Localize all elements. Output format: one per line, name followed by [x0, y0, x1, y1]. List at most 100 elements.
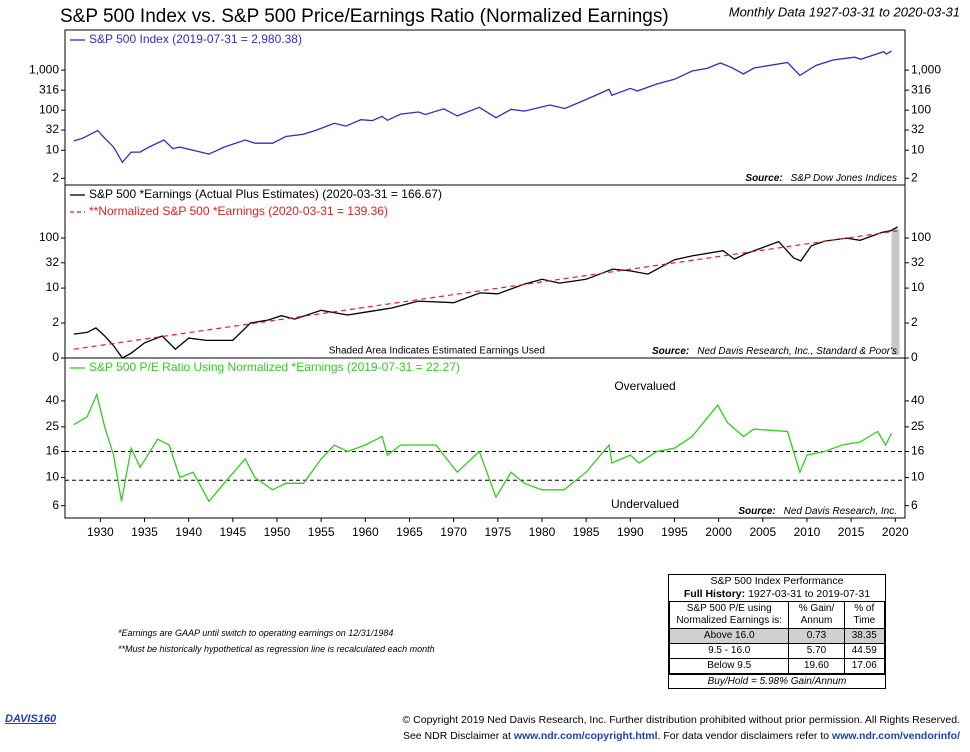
y-tick-label: 100	[911, 230, 931, 244]
y-tick-label: 1,000	[29, 62, 59, 76]
y-tick-label: 316	[911, 82, 931, 96]
annotation: Shaded Area Indicates Estimated Earnings…	[329, 346, 545, 357]
y-tick-label: 10	[911, 280, 925, 294]
annotation: Overvalued	[614, 379, 675, 393]
legend-label: S&P 500 P/E Ratio Using Normalized *Earn…	[89, 360, 460, 374]
y-tick-label: 10	[46, 280, 60, 294]
y-tick-label: 25	[911, 419, 925, 433]
table-title: S&P 500 Index Performance	[710, 575, 844, 587]
y-tick-label: 1,000	[911, 62, 941, 76]
source: Source: S&P Dow Jones Indices	[745, 173, 897, 184]
header-cell: % of Time	[843, 601, 886, 629]
cell: 5.70	[788, 643, 845, 659]
y-tick-label: 2	[911, 170, 918, 184]
x-tick-label: 2000	[705, 525, 732, 539]
panel-frame	[64, 29, 906, 186]
x-tick-label: 2015	[838, 525, 865, 539]
x-tick-label: 1995	[661, 525, 688, 539]
x-tick-label: 1965	[396, 525, 423, 539]
series-line	[73, 230, 898, 350]
source-label: Source:	[745, 173, 782, 184]
y-tick-label: 10	[46, 470, 60, 484]
cell: 0.73	[788, 628, 845, 644]
cell: 38.35	[843, 628, 886, 644]
x-tick-label: 1970	[440, 525, 467, 539]
history-label: Full History:	[683, 588, 746, 600]
y-tick-label: 40	[911, 393, 925, 407]
y-tick-label: 0	[911, 350, 918, 364]
copyright: © Copyright 2019 Ned Davis Research, Inc…	[402, 714, 961, 726]
x-tick-label: 1990	[617, 525, 644, 539]
series-line	[73, 50, 892, 164]
x-tick-label: 1960	[352, 525, 379, 539]
x-tick-label: 1955	[308, 525, 335, 539]
y-tick-label: 40	[46, 393, 60, 407]
chart-title: S&P 500 Index vs. S&P 500 Price/Earnings…	[60, 6, 669, 27]
panel-frame	[64, 357, 906, 519]
y-tick-label: 2	[52, 315, 59, 329]
row: 9.5 - 16.0 5.70 44.59	[668, 643, 886, 659]
y-tick-label: 10	[46, 142, 60, 156]
x-tick-label: 1950	[264, 525, 291, 539]
header-cell: S&P 500 P/E using Normalized Earnings is…	[668, 601, 790, 629]
y-tick-label: 16	[46, 444, 60, 458]
x-tick-label: 1945	[219, 525, 246, 539]
source-label: Source:	[652, 346, 689, 357]
x-tick-label: 1930	[87, 525, 114, 539]
cell: 19.60	[788, 658, 845, 674]
row: Below 9.5 19.60 17.06	[668, 658, 886, 674]
legend-label: **Normalized S&P 500 *Earnings (2020-03-…	[89, 204, 388, 218]
y-tick-label: 32	[911, 255, 925, 269]
y-tick-label: 32	[46, 255, 60, 269]
source: Source: Ned Davis Research, Inc.	[738, 506, 897, 517]
header-row: S&P 500 P/E using Normalized Earnings is…	[668, 601, 886, 629]
source-text: S&P Dow Jones Indices	[791, 173, 897, 184]
row: Above 16.0 0.73 38.35	[668, 628, 886, 644]
chart-subtitle: Monthly Data 1927-03-31 to 2020-03-31	[729, 4, 960, 19]
cell: Above 16.0	[668, 628, 790, 644]
cell: 17.06	[843, 658, 886, 674]
disclaimer: See NDR Disclaimer at www.ndr.com/copyri…	[403, 730, 960, 742]
y-tick-label: 6	[911, 498, 918, 512]
x-tick-label: 1975	[484, 525, 511, 539]
link[interactable]: www.ndr.com/vendorinfo/	[832, 730, 960, 742]
x-tick-label: 1935	[131, 525, 158, 539]
x-tick-label: 2020	[882, 525, 909, 539]
table: S&P 500 P/E using Normalized Earnings is…	[668, 601, 886, 674]
text: . For data vendor disclaimers refer to	[657, 730, 833, 742]
y-tick-label: 6	[52, 498, 59, 512]
y-tick-label: 316	[39, 82, 59, 96]
history-range: 1927-03-31 to 2019-07-31	[748, 588, 871, 600]
source-text: Ned Davis Research, Inc., Standard & Poo…	[697, 346, 897, 357]
source-label: Source:	[738, 506, 775, 517]
x-tick-label: 2005	[749, 525, 776, 539]
y-tick-label: 0	[52, 350, 59, 364]
y-tick-label: 2	[52, 170, 59, 184]
header-cell: % Gain/ Annum	[788, 601, 845, 629]
cell: 44.59	[843, 643, 886, 659]
y-tick-label: 32	[46, 122, 60, 136]
performance-table: S&P 500 Index Performance Full History: …	[668, 574, 886, 689]
table-footer: Buy/Hold = 5.98% Gain/Annum	[669, 674, 885, 688]
y-tick-label: 10	[911, 142, 925, 156]
text: See NDR Disclaimer at	[402, 730, 514, 742]
link[interactable]: www.ndr.com/copyright.html	[513, 730, 658, 742]
source-text: Ned Davis Research, Inc.	[784, 506, 897, 517]
y-tick-label: 32	[911, 122, 925, 136]
y-tick-label: 100	[39, 102, 59, 116]
source: Source: Ned Davis Research, Inc., Standar…	[652, 346, 897, 357]
y-tick-label: 100	[39, 230, 59, 244]
legend-label: S&P 500 *Earnings (Actual Plus Estimates…	[89, 187, 442, 201]
x-tick-label: 1940	[175, 525, 202, 539]
estimate-shade	[891, 229, 900, 355]
annotation: Undervalued	[611, 497, 679, 511]
y-tick-label: 100	[911, 102, 931, 116]
series-line	[73, 226, 898, 359]
series-line	[73, 392, 893, 503]
y-tick-label: 2	[911, 315, 918, 329]
x-tick-label: 1980	[529, 525, 556, 539]
y-tick-label: 25	[46, 419, 60, 433]
note: *Earnings are GAAP until switch to opera…	[118, 628, 394, 638]
